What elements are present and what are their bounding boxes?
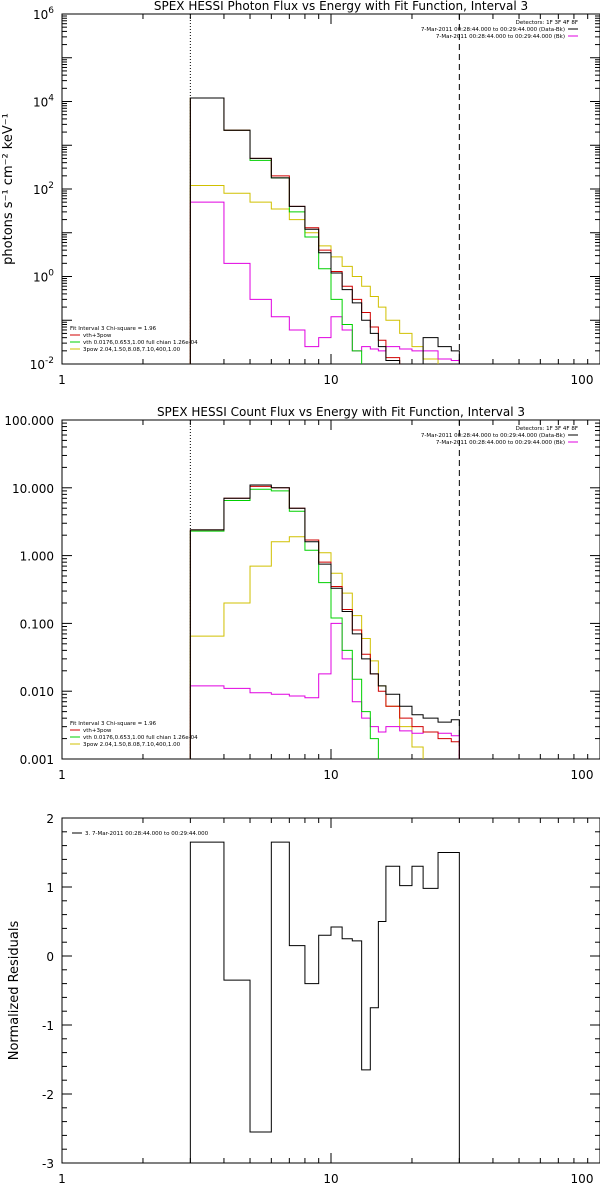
x-tick-label: 100 [571, 768, 594, 782]
y-tick-exp: 6 [48, 6, 54, 16]
y-axis-label: photons s⁻¹ cm⁻² keV⁻¹ [1, 113, 16, 265]
legend-entry: 3pow 2.04,1.50,8.08,7.10,400,1.00 [83, 347, 181, 353]
y-tick-base: 10 [30, 358, 45, 372]
y-tick-label: 10.000 [12, 482, 54, 496]
series-line-1 [189, 484, 460, 759]
legend-entry: vth 0.0176,0.653,1.00 full chian 1.26e-0… [83, 340, 198, 346]
legend-entry: Fit Interval 3 Chi-square = 1.96 [70, 721, 157, 727]
legend-entry: Fit Interval 3 Chi-square = 1.96 [70, 326, 157, 332]
legend-entry: 7-Mar-2011 00:28:44.000 to 00:29:44.000 … [421, 433, 565, 439]
legend-entry: vth+3pow [83, 728, 112, 734]
chart-panel-2: SPEX HESSI Count Flux vs Energy with Fit… [4, 405, 600, 782]
y-tick-label: -1 [42, 1019, 54, 1033]
chart-title: SPEX HESSI Photon Flux vs Energy with Fi… [154, 0, 528, 13]
series-line-4 [189, 536, 424, 759]
series-line-2 [189, 485, 460, 759]
x-tick-label: 100 [571, 373, 594, 387]
y-tick-label: 0.100 [20, 617, 54, 631]
legend-entry: 7-Mar-2011 00:28:44.000 to 00:29:44.000 … [436, 440, 565, 446]
x-tick-label: 100 [571, 1172, 594, 1186]
chart-panel-1: SPEX HESSI Photon Flux vs Energy with Fi… [1, 0, 600, 387]
y-tick-exp: 2 [48, 181, 54, 191]
series-line-1 [189, 97, 460, 364]
series-line-3 [189, 488, 379, 759]
chart-title: SPEX HESSI Count Flux vs Energy with Fit… [157, 405, 525, 419]
legend-entry: Detectors: 1F 3F 4F 8F [516, 426, 578, 432]
series-line-5 [189, 622, 460, 759]
y-tick-exp: 4 [48, 94, 54, 104]
plot-frame [61, 13, 600, 365]
y-tick-label: -2 [42, 1088, 54, 1102]
series-group [189, 97, 460, 364]
legend-entry: 7-Mar-2011 00:28:44.000 to 00:29:44.000 … [436, 34, 565, 40]
legend-entry: vth 0.0176,0.653,1.00 full chian 1.26e-0… [83, 735, 198, 741]
y-tick-label: 104 [33, 94, 54, 110]
y-tick-base: 10 [33, 8, 48, 22]
y-tick-label: -3 [42, 1157, 54, 1171]
legend-entry: 7-Mar-2011 00:28:44.000 to 00:29:44.000 … [421, 27, 565, 33]
series-group [189, 841, 460, 1163]
series-group [189, 484, 460, 759]
y-tick-label: 0 [46, 950, 54, 964]
y-tick-exp: 0 [48, 269, 54, 279]
series-line-4 [189, 185, 439, 364]
y-tick-label: 10-2 [30, 356, 54, 372]
series-line-3 [189, 97, 363, 364]
y-tick-label: 1.000 [20, 550, 54, 564]
legend-entry: vth+3pow [83, 333, 112, 339]
y-tick-base: 10 [33, 96, 48, 110]
y-tick-label: 102 [33, 181, 54, 197]
x-tick-label: 1 [58, 768, 66, 782]
plot-frame [61, 817, 600, 1164]
series-line-5 [189, 201, 460, 364]
x-tick-label: 10 [323, 1172, 338, 1186]
y-tick-label: 100.000 [4, 414, 54, 428]
x-tick-label: 1 [58, 1172, 66, 1186]
y-tick-label: 1 [46, 881, 54, 895]
y-tick-label: 0.001 [20, 753, 54, 767]
x-tick-label: 10 [323, 768, 338, 782]
y-tick-base: 10 [33, 271, 48, 285]
x-tick-label: 1 [58, 373, 66, 387]
legend-entry: Detectors: 1F 3F 4F 8F [516, 20, 578, 26]
y-tick-label: 100 [33, 269, 54, 285]
y-tick-base: 10 [33, 183, 48, 197]
legend-entry: 3. 7-Mar-2011 00:28:44.000 to 00:29:44.0… [85, 831, 209, 837]
x-tick-label: 10 [323, 373, 338, 387]
y-axis-label: Normalized Residuals [7, 921, 22, 1061]
y-tick-label: 106 [33, 6, 54, 22]
series-line-1 [189, 841, 460, 1163]
y-tick-exp: -2 [45, 356, 54, 366]
y-tick-label: 2 [46, 812, 54, 826]
legend-entry: 3pow 2.04,1.50,8.08,7.10,400,1.00 [83, 742, 181, 748]
y-tick-label: 0.010 [20, 685, 54, 699]
